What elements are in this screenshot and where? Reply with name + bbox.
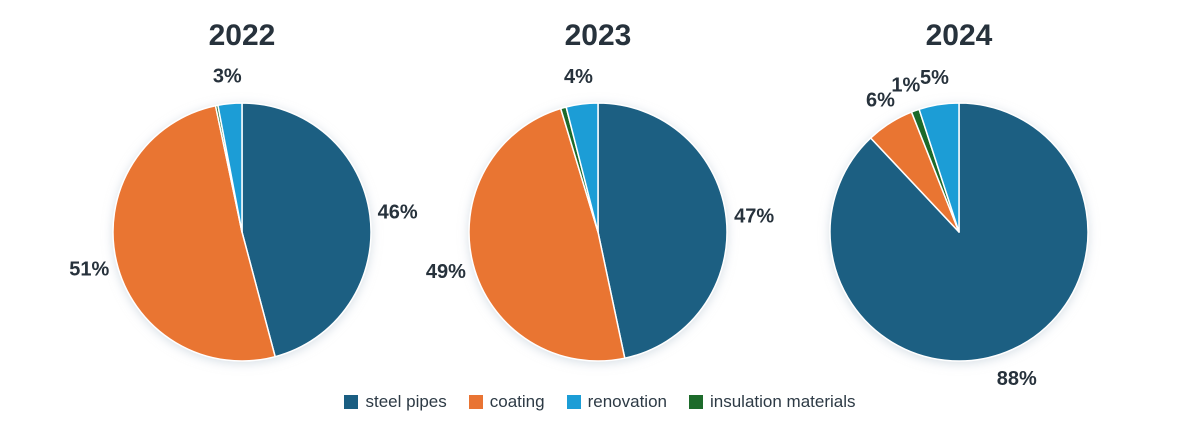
pie-slice-steel-pipes[interactable] (241, 102, 372, 358)
legend-swatch-steel-pipes (344, 395, 359, 409)
pie-label-steel-pipes: 88% (997, 368, 1037, 390)
pie-title: 2023 (565, 19, 632, 52)
pie-label-insulation-materials: 1% (891, 74, 920, 96)
legend: steel pipes coating renovation insulatio… (0, 392, 1200, 412)
legend-label-renovation: renovation (587, 392, 667, 411)
pie-chart-0: 2022 46% 51% 3% (69, 19, 418, 362)
pie-slices (468, 102, 728, 362)
pie-chart-2: 2024 88% 6%1% 5% (829, 19, 1089, 390)
pie-slice-renovation[interactable] (565, 102, 599, 233)
legend-swatch-coating (468, 395, 483, 409)
pie-label-steel-pipes: 46% (378, 202, 418, 224)
pie-title: 2022 (209, 19, 276, 52)
legend-swatch-renovation (566, 395, 581, 409)
pie-slice-coating[interactable] (468, 107, 626, 362)
legend-item-steel-pipes[interactable]: steel pipes (344, 392, 447, 412)
pie-label-coating: 51% (69, 258, 109, 280)
pie-label-renovation: 4% (564, 66, 593, 88)
pie-slice-renovation[interactable] (217, 102, 243, 233)
legend-swatch-insulation-materials (688, 395, 703, 409)
pie-label-renovation: 3% (213, 66, 242, 88)
legend-item-renovation[interactable]: renovation (566, 392, 667, 412)
pie-slices (112, 102, 372, 362)
legend-item-coating[interactable]: coating (468, 392, 545, 412)
pie-title: 2024 (926, 19, 993, 52)
legend-item-insulation-materials[interactable]: insulation materials (688, 392, 856, 412)
legend-label-coating: coating (489, 392, 545, 411)
pie-slice-coating[interactable] (112, 104, 276, 362)
legend-label-steel-pipes: steel pipes (365, 392, 447, 411)
pie-label-steel-pipes: 47% (734, 206, 774, 228)
legend-label-insulation-materials: insulation materials (709, 392, 856, 411)
pie-label-renovation: 5% (920, 67, 949, 89)
pie-slice-steel-pipes[interactable] (597, 102, 728, 359)
pie-slices (829, 102, 1089, 362)
pie-label-coating: 49% (426, 261, 466, 283)
pie-label-coating: 6% (866, 89, 895, 111)
pie-slice-renovation[interactable] (918, 102, 960, 233)
pie-chart-1: 2023 47% 49% 4% (426, 19, 774, 362)
